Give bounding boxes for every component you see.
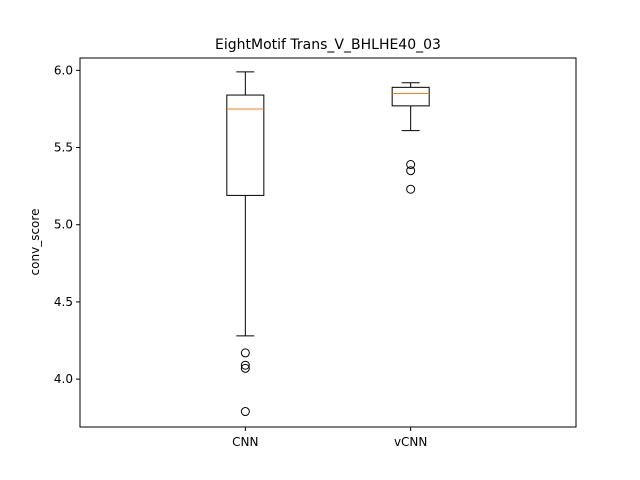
y-tick-label: 4.0 bbox=[54, 372, 73, 386]
outlier-point bbox=[406, 184, 416, 194]
box-iqr bbox=[226, 94, 265, 196]
y-tick-label: 4.5 bbox=[54, 295, 73, 309]
y-tick-label: 6.0 bbox=[54, 63, 73, 77]
box-iqr bbox=[391, 86, 430, 107]
chart-title: EightMotif Trans_V_BHLHE40_03 bbox=[215, 37, 441, 53]
outlier-point bbox=[240, 407, 250, 417]
x-tick-label: vCNN bbox=[394, 435, 427, 449]
y-tick-label: 5.0 bbox=[54, 218, 73, 232]
y-tick-label: 5.5 bbox=[54, 141, 73, 155]
outlier-point bbox=[240, 348, 250, 358]
y-axis-label: conv_score bbox=[28, 209, 42, 276]
outlier-point bbox=[406, 160, 416, 170]
plot-frame bbox=[79, 57, 577, 428]
outlier-point bbox=[406, 166, 416, 176]
plot-area: 4.0 4.5 5.0 5.5 6.0 CNN vCNN bbox=[54, 63, 430, 449]
outlier-point bbox=[240, 360, 250, 370]
outlier-point bbox=[240, 363, 250, 373]
x-tick-label: CNN bbox=[232, 435, 258, 449]
